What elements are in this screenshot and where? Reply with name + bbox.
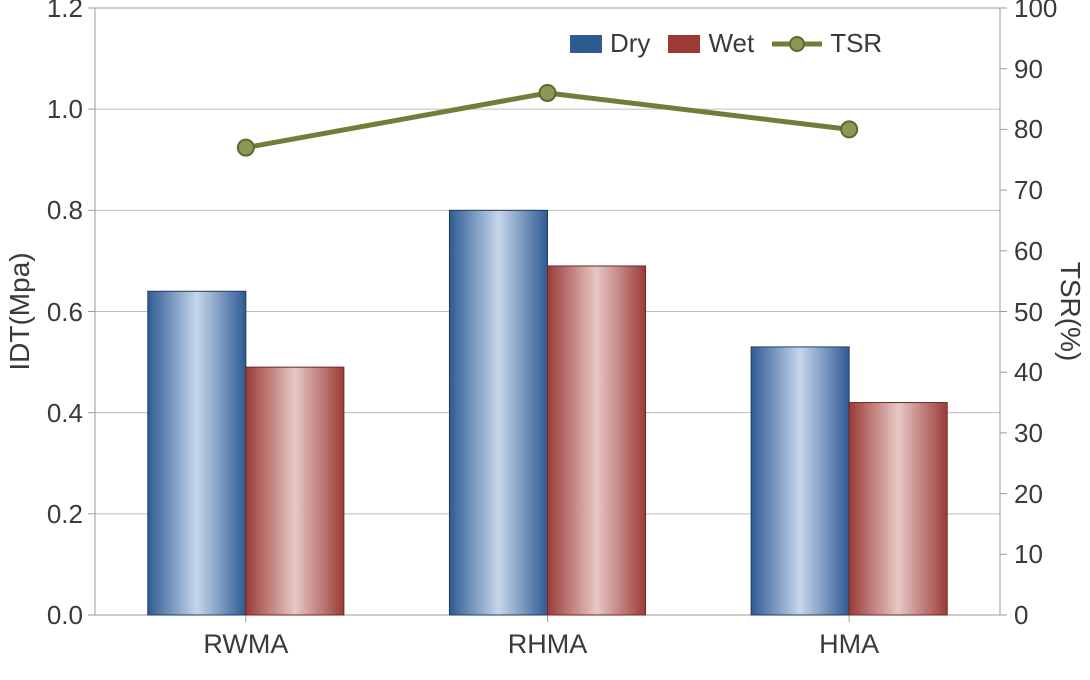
legend-item-tsr: TSR (772, 28, 882, 59)
y-left-tick-0.0: 0.0 (47, 600, 83, 631)
y-left-tick-0.6: 0.6 (47, 297, 83, 328)
category-label-HMA: HMA (789, 629, 909, 660)
y-right-tick-40: 40 (1014, 357, 1043, 388)
y-right-tick-70: 70 (1014, 175, 1043, 206)
bar-wet-RHMA (548, 266, 646, 615)
y-right-tick-30: 30 (1014, 418, 1043, 449)
y-left-tick-1.0: 1.0 (47, 94, 83, 125)
y-left-axis-label: IDT(Mpa) (4, 8, 36, 615)
y-left-tick-0.4: 0.4 (47, 398, 83, 429)
chart-svg (0, 0, 1090, 680)
legend-swatch-dry (570, 35, 602, 53)
y-right-tick-10: 10 (1014, 539, 1043, 570)
bar-wet-HMA (849, 403, 947, 615)
bar-dry-RWMA (148, 291, 246, 615)
legend-line-icon (772, 34, 822, 54)
y-right-tick-60: 60 (1014, 236, 1043, 267)
y-left-tick-0.8: 0.8 (47, 195, 83, 226)
tsr-marker-RWMA (238, 140, 254, 156)
tsr-marker-HMA (841, 121, 857, 137)
y-right-tick-50: 50 (1014, 297, 1043, 328)
category-label-RWMA: RWMA (186, 629, 306, 660)
y-right-tick-80: 80 (1014, 114, 1043, 145)
bar-dry-HMA (751, 347, 849, 615)
y-right-tick-0: 0 (1014, 600, 1028, 631)
bar-dry-RHMA (449, 210, 547, 615)
y-right-tick-90: 90 (1014, 54, 1043, 85)
y-right-axis-label: TSR(%) (1054, 8, 1086, 615)
legend-label-tsr: TSR (830, 28, 882, 59)
category-label-RHMA: RHMA (488, 629, 608, 660)
y-right-tick-100: 100 (1014, 0, 1057, 24)
legend-item-wet: Wet (668, 28, 754, 59)
y-left-tick-1.2: 1.2 (47, 0, 83, 24)
idt-tsr-chart: 0.0 0.2 0.4 0.6 0.8 1.0 1.2 0 10 20 30 40 50 60 70 80 90… (0, 0, 1090, 680)
legend: Dry Wet TSR (570, 28, 882, 59)
tsr-marker-RHMA (540, 85, 556, 101)
bar-wet-RWMA (246, 367, 344, 615)
legend-label-dry: Dry (610, 28, 650, 59)
legend-swatch-wet (668, 35, 700, 53)
y-right-tick-20: 20 (1014, 479, 1043, 510)
y-left-tick-0.2: 0.2 (47, 499, 83, 530)
legend-item-dry: Dry (570, 28, 650, 59)
legend-label-wet: Wet (708, 28, 754, 59)
